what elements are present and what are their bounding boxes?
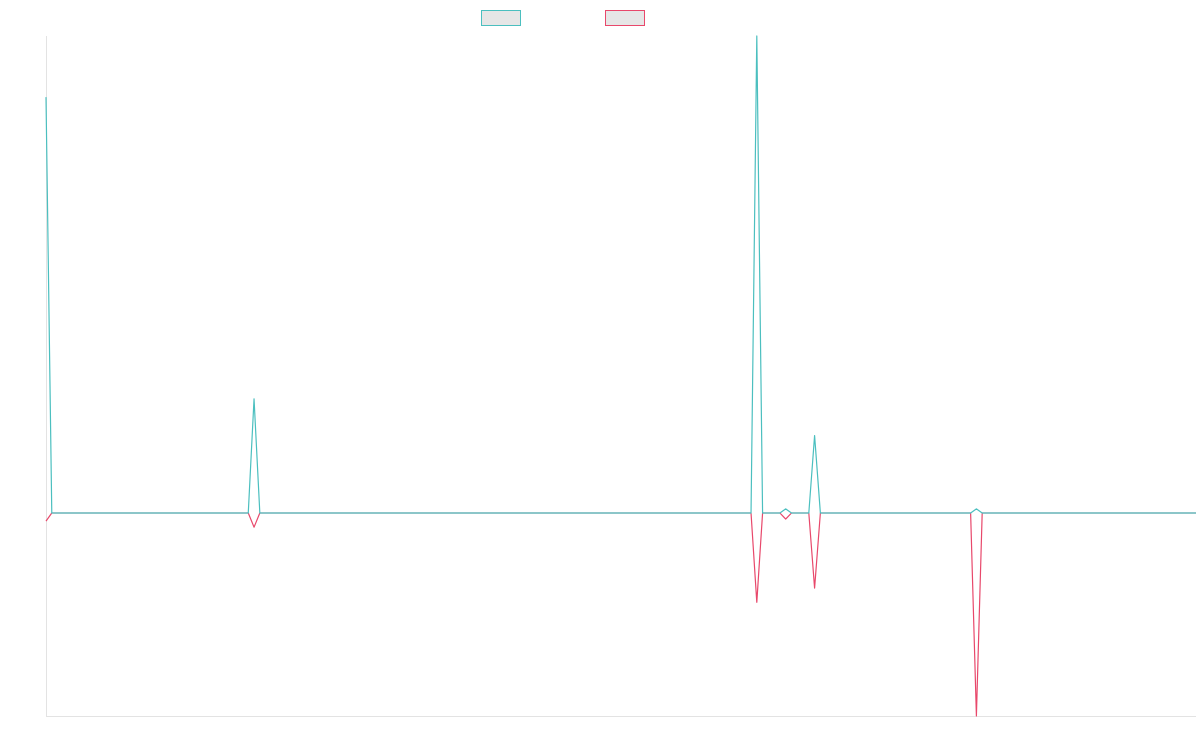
series-line-1 [45,35,1196,514]
legend [481,10,645,26]
legend-swatch-1[interactable] [481,10,521,26]
series-line-2 [45,512,1196,717]
legend-swatch-2[interactable] [605,10,645,26]
series-layer [45,35,1196,717]
axes [46,36,1196,717]
